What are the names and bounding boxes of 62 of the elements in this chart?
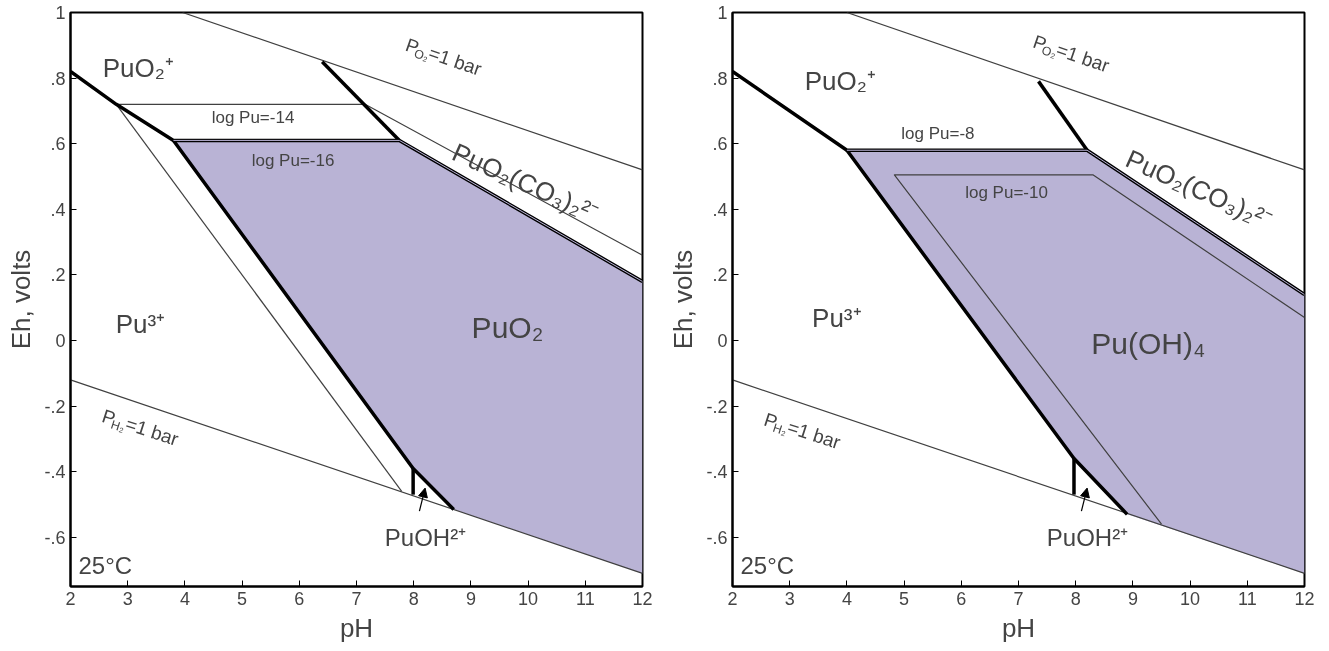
x-tick-label: 5 xyxy=(237,588,248,609)
x-tick-label: 4 xyxy=(841,588,852,609)
y-tick-label: 0 xyxy=(717,331,728,351)
y-tick-label: -.2 xyxy=(44,396,66,417)
y-tick-label: .8 xyxy=(50,68,66,89)
y-tick-label: -.6 xyxy=(44,527,66,548)
y-tick-label: .2 xyxy=(712,265,728,286)
annotation: log Pu=-10 xyxy=(965,183,1048,203)
annotation: 25°C xyxy=(78,551,133,579)
annotation: PuO₂⁺ xyxy=(102,53,174,84)
y-tick-label: 0 xyxy=(55,331,66,351)
x-tick-label: 11 xyxy=(575,588,595,609)
y-tick-label: -.2 xyxy=(706,396,728,417)
y-tick-label: -.4 xyxy=(44,462,66,483)
x-tick-label: 4 xyxy=(179,588,190,609)
x-tick-label: 10 xyxy=(1180,588,1201,609)
annotation: 25°C xyxy=(740,551,795,579)
x-tick-label: 8 xyxy=(1070,588,1081,609)
y-tick-label: 1 xyxy=(55,3,66,23)
annotation: PH₂=1 bar xyxy=(99,405,182,450)
y-axis-title: Eh, volts xyxy=(6,249,37,350)
x-tick-label: 6 xyxy=(956,588,967,609)
annotation: Pu³⁺ xyxy=(115,309,166,340)
x-tick-label: 2 xyxy=(65,588,76,609)
x-tick-label: 8 xyxy=(408,588,419,609)
annotation: log Pu=-14 xyxy=(211,107,295,127)
annotation: PO₂=1 bar xyxy=(402,34,485,80)
y-tick-label: .6 xyxy=(50,134,66,155)
y-tick-label: .4 xyxy=(50,199,66,220)
x-tick-label: 5 xyxy=(899,588,910,609)
x-tick-label: 2 xyxy=(727,588,738,609)
annotation: PuOH²⁺ xyxy=(1046,523,1129,551)
y-tick-label: .4 xyxy=(712,199,728,220)
annotation: Pu³⁺ xyxy=(812,302,862,333)
y-tick-label: -.4 xyxy=(706,462,728,483)
x-tick-label: 12 xyxy=(1294,588,1315,609)
x-tick-label: 12 xyxy=(632,588,653,609)
x-tick-label: 10 xyxy=(518,588,539,609)
annotation: log Pu=-8 xyxy=(901,124,975,144)
annotation: PuO₂ xyxy=(471,310,544,344)
x-tick-label: 11 xyxy=(1237,588,1257,609)
x-tick-label: 3 xyxy=(122,588,133,609)
annotation: PuOH²⁺ xyxy=(384,523,467,551)
x-axis-title: pH xyxy=(339,612,374,643)
x-tick-label: 7 xyxy=(351,588,362,609)
x-axis-title: pH xyxy=(1001,612,1036,643)
x-tick-label: 9 xyxy=(465,588,476,609)
y-tick-label: 1 xyxy=(717,3,728,23)
y-tick-label: .6 xyxy=(712,134,728,155)
annotation: Pu(OH)₄ xyxy=(1091,327,1206,361)
annotation: PuO₂⁺ xyxy=(804,66,876,97)
y-tick-label: .8 xyxy=(712,68,728,89)
y-tick-label: -.6 xyxy=(706,527,728,548)
x-tick-label: 3 xyxy=(784,588,795,609)
y-tick-label: .2 xyxy=(50,265,66,286)
annotation: log Pu=-16 xyxy=(251,150,335,170)
x-tick-label: 6 xyxy=(294,588,305,609)
annotation: PO₂=1 bar xyxy=(1030,30,1113,77)
annotation: PH₂=1 bar xyxy=(761,408,844,454)
x-tick-label: 7 xyxy=(1013,588,1024,609)
x-tick-label: 9 xyxy=(1127,588,1138,609)
y-axis-title: Eh, volts xyxy=(668,249,699,350)
